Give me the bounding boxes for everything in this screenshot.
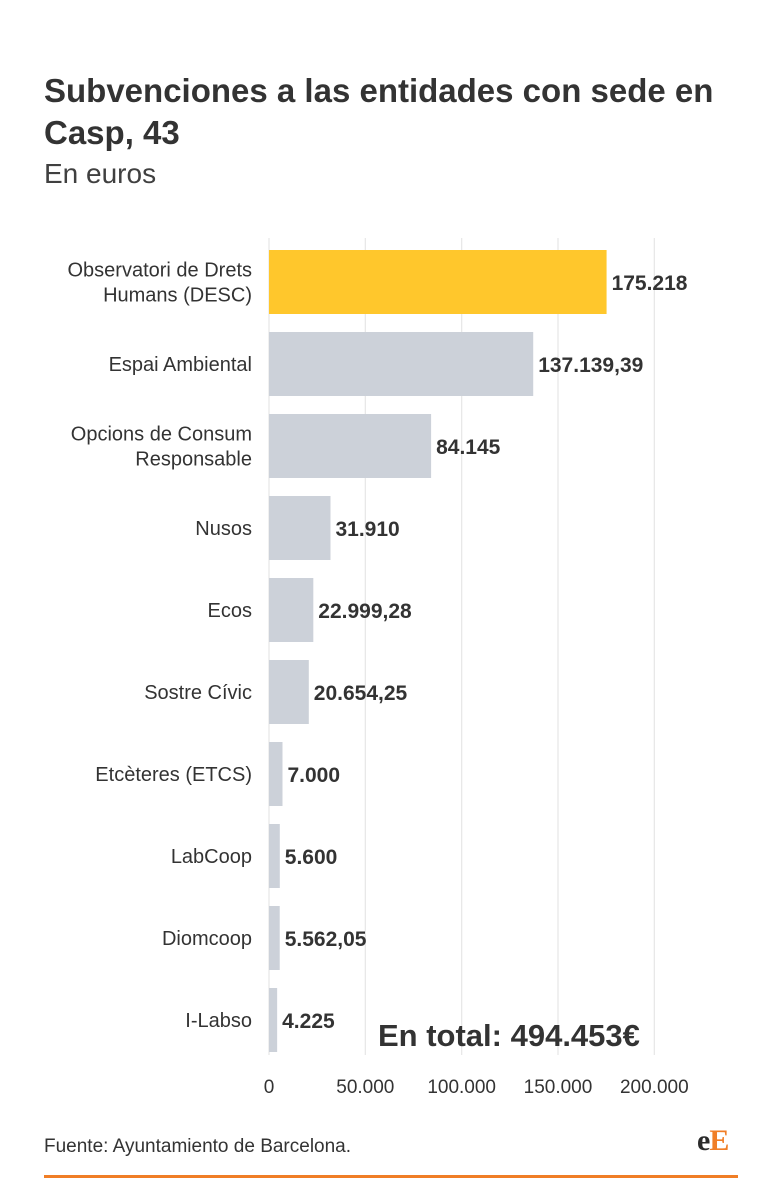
bar	[269, 414, 432, 478]
category-label: Etcèteres (ETCS)	[95, 764, 252, 786]
value-label: 175.218	[612, 272, 688, 295]
category-label: I-Labso	[185, 1010, 252, 1032]
chart-title: Subvenciones a las entidades con sede en…	[44, 72, 714, 151]
chart-subtitle: En euros	[44, 158, 157, 189]
value-label: 84.145	[436, 436, 501, 459]
bar	[269, 742, 283, 806]
x-tick-label: 50.000	[336, 1077, 394, 1098]
value-label: 7.000	[287, 764, 340, 787]
category-label: Observatori de Drets Humans (DESC)	[67, 260, 252, 307]
logo-upper: E	[709, 1124, 729, 1157]
value-labels: 175.218 137.139,39 84.145 31.910 22.999,28 20…	[282, 272, 688, 1033]
x-tick-label: 0	[264, 1077, 275, 1098]
bar	[269, 332, 534, 396]
category-label: Sostre Cívic	[144, 682, 252, 704]
x-tick-label: 200.000	[620, 1077, 689, 1098]
value-label: 22.999,28	[318, 600, 412, 623]
x-axis-ticks: 0 50.000 100.000 150.000 200.000	[264, 1077, 689, 1098]
bars	[269, 250, 607, 1052]
source-note: Fuente: Ayuntamiento de Barcelona.	[44, 1136, 352, 1157]
value-label: 20.654,25	[314, 682, 408, 705]
category-label: Diomcoop	[162, 928, 252, 950]
value-label: 137.139,39	[538, 354, 643, 377]
category-label: Nusos	[195, 518, 252, 540]
x-tick-label: 150.000	[524, 1077, 593, 1098]
bar	[269, 906, 280, 970]
category-labels: Observatori de Drets Humans (DESC) Espai A…	[67, 260, 252, 1033]
bar	[269, 824, 280, 888]
value-label: 31.910	[335, 518, 399, 541]
total-annotation: En total: 494.453€	[378, 1018, 640, 1053]
bar	[269, 496, 331, 560]
bar	[269, 250, 607, 314]
bar	[269, 578, 314, 642]
category-label: Espai Ambiental	[109, 354, 252, 376]
bar	[269, 988, 278, 1052]
category-label: Opcions de Consum Responsable	[71, 424, 252, 471]
logo-lower: e	[697, 1124, 710, 1157]
value-label: 4.225	[282, 1010, 335, 1033]
footer-rule	[44, 1175, 738, 1178]
value-label: 5.600	[285, 846, 338, 869]
publisher-logo: eE	[697, 1124, 729, 1158]
bar-chart: Observatori de Drets Humans (DESC) Espai A…	[67, 238, 689, 1098]
category-label: Ecos	[208, 600, 252, 622]
category-label: LabCoop	[171, 846, 252, 868]
bar	[269, 660, 309, 724]
x-tick-label: 100.000	[427, 1077, 496, 1098]
value-label: 5.562,05	[285, 928, 367, 951]
